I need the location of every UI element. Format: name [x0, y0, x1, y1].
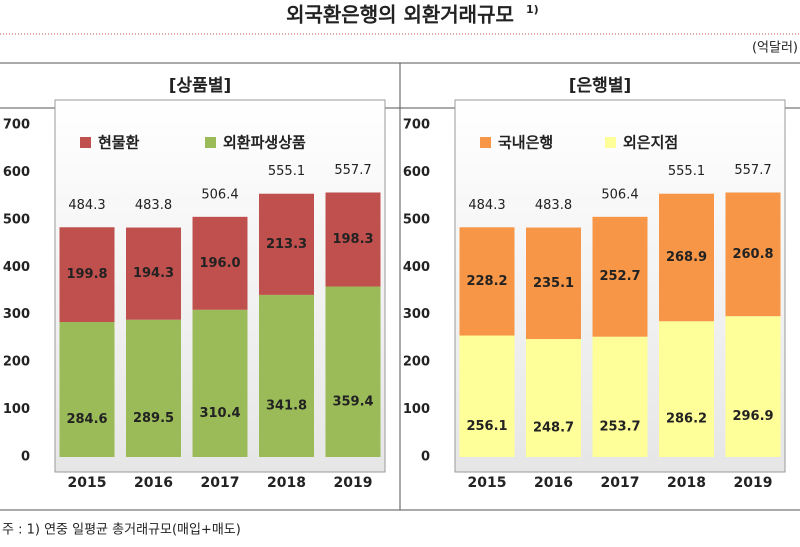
total-label: 557.7 [334, 163, 371, 178]
value-label: 253.7 [599, 419, 640, 434]
value-label: 260.8 [732, 247, 773, 262]
y-tick-label: 100 [403, 402, 430, 417]
page-title: 외국환은행의 외환거래규모 [286, 3, 514, 27]
y-tick-label: 0 [21, 450, 30, 465]
legend-label: 국내은행 [498, 134, 553, 152]
total-label: 484.3 [68, 198, 105, 213]
value-label: 213.3 [266, 237, 307, 252]
bar-segment [725, 192, 781, 317]
bar-segment [659, 321, 714, 457]
y-tick-label: 600 [403, 165, 430, 180]
value-label: 284.6 [66, 412, 107, 427]
value-label: 268.9 [666, 250, 707, 265]
x-tick-label: 2019 [734, 475, 773, 491]
legend-label: 외은지점 [623, 134, 678, 152]
chart-subtitle: [은행별] [569, 76, 631, 96]
y-tick-label: 100 [3, 402, 30, 417]
y-tick-label: 200 [3, 355, 30, 370]
y-tick-label: 300 [3, 307, 30, 322]
bar-segment [592, 336, 648, 457]
value-label: 252.7 [599, 269, 640, 284]
bar-segment [126, 319, 181, 457]
unit: (억달러) [752, 41, 798, 56]
bar-segment [59, 227, 115, 323]
value-label: 286.2 [666, 412, 707, 427]
y-tick-label: 700 [403, 118, 430, 133]
chart-subtitle: [상품별] [169, 76, 231, 96]
bar-segment [592, 216, 648, 337]
x-tick-label: 2018 [267, 475, 306, 491]
total-label: 483.8 [535, 198, 572, 213]
bar-segment [459, 335, 515, 457]
bar-segment [325, 286, 381, 457]
value-label: 256.1 [466, 419, 507, 434]
total-label: 557.7 [734, 163, 771, 178]
bar-segment [259, 193, 314, 295]
x-tick-label: 2016 [534, 475, 573, 491]
total-label: 484.3 [468, 198, 505, 213]
total-label: 555.1 [668, 164, 705, 179]
legend-label: 외환파생상품 [223, 134, 306, 152]
y-tick-label: 400 [403, 260, 430, 275]
bar-segment [59, 322, 115, 457]
x-tick-label: 2018 [667, 475, 706, 491]
x-tick-label: 2016 [134, 475, 173, 491]
value-label: 235.1 [533, 276, 574, 291]
x-tick-label: 2015 [68, 475, 107, 491]
bar-segment [659, 193, 714, 322]
bar-segment [526, 227, 581, 340]
total-label: 555.1 [268, 164, 305, 179]
y-tick-label: 200 [403, 355, 430, 370]
bar-segment [325, 192, 381, 287]
y-tick-label: 600 [3, 165, 30, 180]
x-tick-label: 2017 [201, 475, 240, 491]
bar-segment [459, 227, 515, 336]
total-label: 483.8 [135, 198, 172, 213]
value-label: 359.4 [332, 394, 373, 409]
value-label: 228.2 [466, 274, 507, 289]
legend-label: 현물환 [98, 134, 140, 152]
bar-segment [526, 339, 581, 457]
y-tick-label: 0 [421, 450, 430, 465]
x-tick-label: 2019 [334, 475, 373, 491]
value-label: 194.3 [133, 266, 174, 281]
bar-segment [259, 294, 314, 457]
total-label: 506.4 [201, 187, 238, 202]
value-label: 199.8 [66, 267, 107, 282]
footnote: 주 : 1) 연중 일평균 총거래규모(매입+매도) [2, 523, 241, 538]
bar-segment [126, 227, 181, 320]
y-tick-label: 400 [3, 260, 30, 275]
legend-swatch [605, 137, 616, 148]
bar-segment [725, 316, 781, 457]
legend-swatch [205, 137, 216, 148]
bar-segment [192, 216, 248, 310]
bar-segment [192, 309, 248, 457]
legend-swatch [480, 137, 491, 148]
x-tick-label: 2015 [468, 475, 507, 491]
value-label: 289.5 [133, 411, 174, 426]
total-label: 506.4 [601, 187, 638, 202]
value-label: 296.9 [732, 409, 773, 424]
value-label: 248.7 [533, 421, 574, 436]
title-note: 1) [526, 3, 539, 16]
y-tick-label: 700 [3, 118, 30, 133]
x-tick-label: 2017 [601, 475, 640, 491]
y-tick-label: 500 [3, 212, 30, 227]
y-tick-label: 300 [403, 307, 430, 322]
value-label: 198.3 [332, 232, 373, 247]
value-label: 310.4 [199, 406, 240, 421]
y-tick-label: 500 [403, 212, 430, 227]
value-label: 341.8 [266, 398, 307, 413]
value-label: 196.0 [199, 256, 240, 271]
legend-swatch [80, 137, 91, 148]
